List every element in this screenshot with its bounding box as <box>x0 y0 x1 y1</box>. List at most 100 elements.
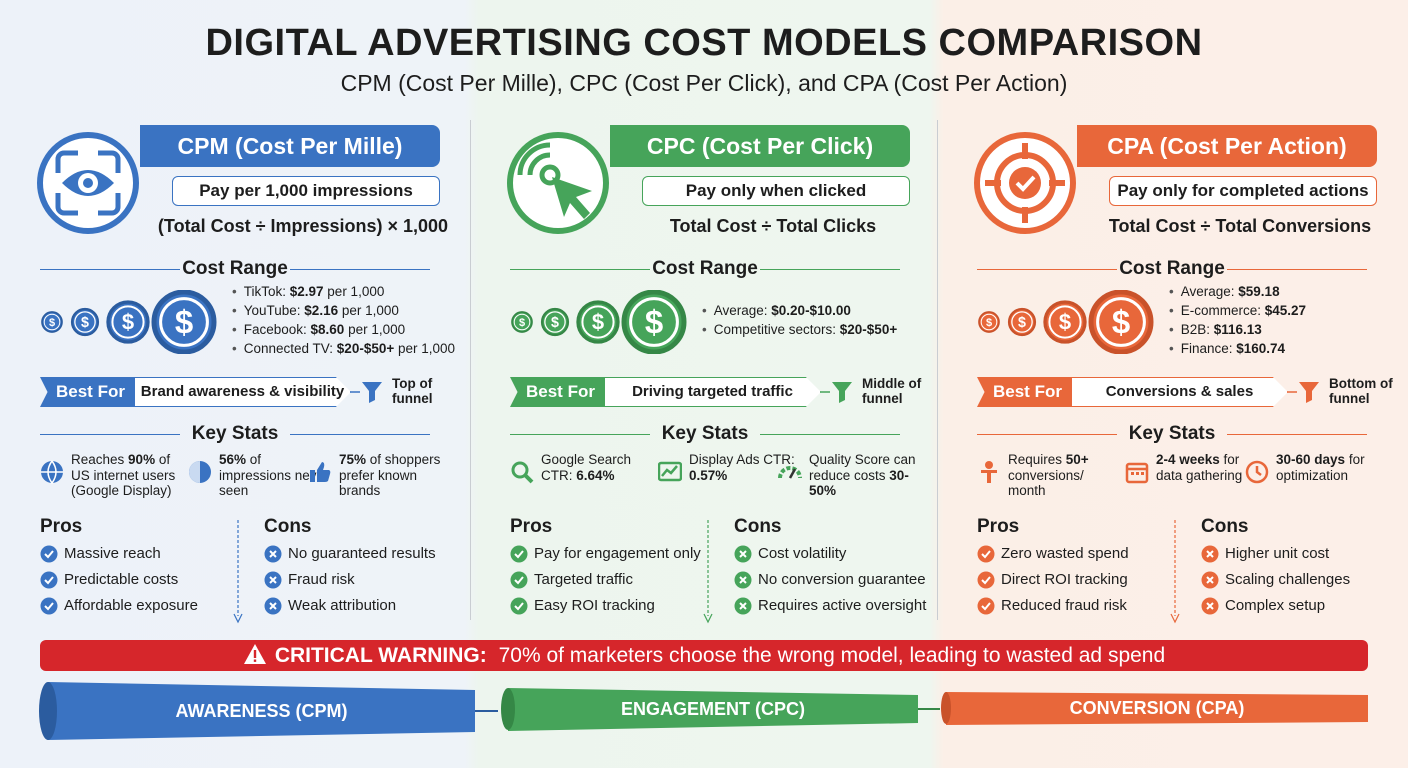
stat-icon-svg <box>41 460 63 485</box>
section-heading: Key Stats <box>191 423 279 444</box>
emphasis: 30-50% <box>809 467 909 499</box>
svg-text:$: $ <box>175 303 193 340</box>
funnel-label: CONVERSION (CPA) <box>1069 698 1245 718</box>
stat: 75% of shoppers prefer known brands <box>339 452 449 499</box>
emphasis: 56% <box>219 452 247 467</box>
emphasis: $59.18 <box>1238 284 1280 299</box>
emphasis: $2.16 <box>304 303 339 318</box>
con-item: Fraud risk <box>288 571 355 588</box>
cross-icon-svg <box>734 545 752 563</box>
funnel-end <box>941 692 951 724</box>
con-item: Cost volatility <box>758 545 847 562</box>
cross-icon-svg <box>1201 571 1219 589</box>
pro-item: Pay for engagement only <box>534 545 701 562</box>
model-tagline: Pay only when clicked <box>642 176 910 206</box>
con-item: Scaling challenges <box>1225 571 1351 588</box>
stat-icon <box>510 460 534 484</box>
section-rule <box>760 269 900 270</box>
emphasis: $45.27 <box>1264 303 1307 318</box>
model-title: CPC (Cost Per Click) <box>610 125 910 167</box>
funnel-icon <box>820 378 856 406</box>
emphasis: $2.97 <box>289 284 324 299</box>
warning-label: CRITICAL WARNING: <box>274 644 487 667</box>
check-icon-svg <box>977 571 995 589</box>
best-for-text: Driving targeted traffic <box>605 377 821 407</box>
text: for data gathering <box>1156 452 1243 483</box>
svg-text:$: $ <box>49 317 55 329</box>
text: B2B: <box>1180 322 1214 337</box>
check-icon <box>977 597 995 615</box>
pro-item: Direct ROI tracking <box>1001 571 1128 588</box>
cost-item: Facebook: $8.60 per 1,000 <box>232 322 405 337</box>
funnel-end <box>501 688 515 730</box>
pro-item: Massive reach <box>64 545 161 562</box>
pro-item: Zero wasted spend <box>1001 545 1129 562</box>
funnel-stage: Bottom of funnel <box>1329 376 1393 406</box>
text: per 1,000 <box>323 284 385 299</box>
svg-text:$: $ <box>592 310 604 335</box>
stat: 2-4 weeks for data gathering <box>1156 452 1266 483</box>
stat: Requires 50+ conversions/ month <box>1008 452 1118 499</box>
section-heading: Cost Range <box>652 258 758 279</box>
column-separator <box>470 120 471 620</box>
cross-icon-svg <box>734 597 752 615</box>
text: per 1,000 <box>394 341 456 356</box>
section-rule <box>1227 434 1367 435</box>
emphasis: 75% <box>339 452 367 467</box>
cross-icon <box>1201 571 1219 589</box>
cross-icon <box>734 545 752 563</box>
stat: 30-60 days for optimization <box>1276 452 1386 483</box>
funnel-segment <box>508 688 918 731</box>
check-icon-svg <box>40 545 58 563</box>
funnel-segment <box>946 692 1368 725</box>
text: of shoppers prefer known brands <box>339 452 441 498</box>
cross-icon <box>734 571 752 589</box>
text: Average: <box>713 303 772 318</box>
text: Connected TV: <box>243 341 337 356</box>
svg-text:$: $ <box>1018 315 1026 331</box>
model-formula: Total Cost ÷ Total Clicks <box>669 216 877 236</box>
emphasis: 30-60 days <box>1276 452 1346 467</box>
funnel-icon <box>350 378 386 406</box>
section-heading: Cost Range <box>1119 258 1225 279</box>
text: Finance: <box>1180 341 1237 356</box>
stat-icon-svg <box>1125 462 1149 484</box>
check-icon-svg <box>977 597 995 615</box>
cross-icon-svg <box>1201 545 1219 563</box>
check-icon-svg <box>977 545 995 563</box>
funnel-stage: Middle of funnel <box>862 376 922 406</box>
section-rule <box>290 269 430 270</box>
pros-heading: Pros <box>977 516 1020 537</box>
model-icon <box>36 131 140 235</box>
emphasis: $160.74 <box>1236 341 1286 356</box>
con-item: Complex setup <box>1225 597 1326 614</box>
pro-item: Easy ROI tracking <box>534 597 655 614</box>
divider-arrow <box>232 520 244 624</box>
cross-icon <box>1201 545 1219 563</box>
coins-svg: $ $ $ $ <box>978 289 1154 355</box>
check-icon-svg <box>510 545 528 563</box>
emphasis: $8.60 <box>310 322 345 337</box>
divider-arrow <box>702 520 714 624</box>
stat-icon <box>1125 460 1149 484</box>
emphasis: $20-$50+ <box>839 322 898 337</box>
funnel-segment <box>48 682 475 740</box>
check-icon <box>977 545 995 563</box>
text: Google Search CTR: <box>541 452 632 483</box>
text: Facebook: <box>243 322 311 337</box>
funnel-label: ENGAGEMENT (CPC) <box>621 699 805 719</box>
emphasis: 6.64% <box>576 467 615 483</box>
check-icon-svg <box>510 597 528 615</box>
check-icon-svg <box>510 571 528 589</box>
text: Reaches <box>71 452 129 467</box>
cost-item: Finance: $160.74 <box>1169 341 1285 356</box>
stat: 56% of impressions never seen <box>219 452 329 499</box>
cons-heading: Cons <box>264 516 312 537</box>
emphasis: 0.57% <box>689 467 728 483</box>
con-item: No conversion guarantee <box>758 571 926 588</box>
text: per 1,000 <box>344 322 406 337</box>
check-icon <box>40 597 58 615</box>
text: TikTok: <box>243 284 290 299</box>
section-rule <box>510 269 650 270</box>
pros-heading: Pros <box>40 516 83 537</box>
